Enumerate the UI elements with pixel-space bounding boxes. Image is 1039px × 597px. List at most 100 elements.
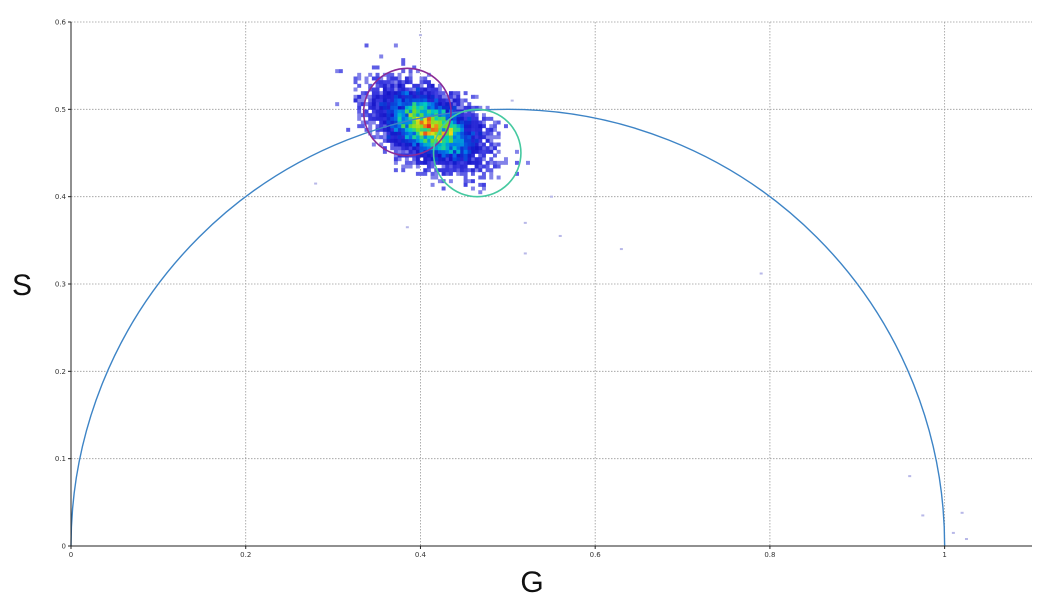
- histogram-bin-64: [514, 149, 519, 154]
- histogram-bin-90: [474, 168, 479, 173]
- histogram-bin-766: [423, 116, 428, 121]
- histogram-bin-387: [456, 102, 461, 107]
- histogram-bin-219: [467, 168, 472, 173]
- histogram-bin-592: [437, 149, 442, 154]
- histogram-bin-184: [481, 146, 486, 151]
- histogram-bin-324: [463, 164, 468, 169]
- histogram-bin-172: [492, 153, 497, 158]
- histogram-bin-400: [390, 91, 395, 96]
- histogram-bin-708: [412, 135, 417, 140]
- histogram-bin-356: [481, 135, 486, 140]
- histogram-bin-310: [463, 105, 468, 110]
- histogram-bin-656: [404, 116, 409, 121]
- histogram-bin-16: [360, 94, 365, 99]
- histogram-bin-671: [437, 142, 442, 147]
- histogram-bin-107: [485, 164, 490, 169]
- histogram-bin-192: [463, 98, 468, 103]
- histogram-bin-567: [467, 116, 472, 121]
- histogram-bin-236: [445, 157, 450, 162]
- histogram-bin-603: [441, 149, 446, 154]
- histogram-bin-386: [456, 98, 461, 103]
- histogram-bin-461: [415, 149, 420, 154]
- histogram-bin-340: [478, 160, 483, 165]
- histogram-bin-771: [448, 131, 453, 136]
- histogram-bin-590: [434, 98, 439, 103]
- histogram-bin-669: [423, 142, 428, 147]
- histogram-bin-8: [379, 76, 384, 81]
- histogram-bin-88: [408, 164, 413, 169]
- histogram-bin-344: [401, 146, 406, 151]
- histogram-bin-247: [434, 91, 439, 96]
- histogram-bin-598: [393, 105, 398, 110]
- histogram-bin-85: [382, 135, 387, 140]
- histogram-bin-46: [371, 142, 376, 147]
- histogram-bin-51: [489, 175, 494, 180]
- histogram-bin-174: [463, 179, 468, 184]
- histogram-bin-475: [437, 153, 442, 158]
- histogram-bin-216: [430, 160, 435, 165]
- histogram-bin-291: [368, 116, 373, 121]
- histogram-bin-248: [448, 171, 453, 176]
- histogram-bin-111: [401, 149, 406, 154]
- histogram-bin-20: [496, 149, 501, 154]
- histogram-bin-207: [514, 171, 519, 176]
- histogram-bin-273: [379, 127, 384, 132]
- histogram-bin-333: [437, 94, 442, 99]
- histogram-bin-165: [470, 105, 475, 110]
- histogram-bin-530: [434, 105, 439, 110]
- histogram-bin-521: [445, 153, 450, 158]
- x-tick-label-2: 0.4: [415, 551, 427, 559]
- histogram-bin-377: [415, 160, 420, 165]
- histogram-bin-280: [481, 124, 486, 129]
- histogram-bin-130: [430, 164, 435, 169]
- histogram-bin-398: [390, 98, 395, 103]
- histogram-bin-549: [463, 135, 468, 140]
- x-tick-label-5: 1: [942, 551, 946, 559]
- histogram-bin-151: [382, 149, 387, 154]
- histogram-bin-480: [397, 83, 402, 88]
- histogram-bin-740: [412, 120, 417, 125]
- histogram-bin-153: [496, 131, 501, 136]
- histogram-bin-469: [393, 138, 398, 143]
- histogram-bin-173: [426, 168, 431, 173]
- histogram-bin-474: [386, 91, 391, 96]
- histogram-bin-223: [463, 113, 468, 118]
- histogram-bin-81: [492, 127, 497, 132]
- histogram-bin-703: [397, 116, 402, 121]
- histogram-bin-50: [419, 76, 424, 81]
- histogram-bin-780: [423, 131, 428, 136]
- histogram-bin-72: [489, 138, 494, 143]
- histogram-bin-222: [375, 102, 380, 107]
- histogram-bin-129: [470, 94, 475, 99]
- histogram-bin-157: [408, 87, 413, 92]
- histogram-bin-753: [419, 124, 424, 129]
- histogram-bin-252: [478, 120, 483, 125]
- histogram-bin-772: [426, 131, 431, 136]
- histogram-bin-382: [474, 157, 479, 162]
- histogram-bin-115: [485, 116, 490, 121]
- histogram-bin-621: [393, 109, 398, 114]
- histogram-bin-254: [375, 87, 380, 92]
- histogram-bin-778: [419, 120, 424, 125]
- histogram-bin-541: [467, 138, 472, 143]
- histogram-bin-748: [445, 124, 450, 129]
- histogram-bin-243: [463, 168, 468, 173]
- histogram-bin-476: [445, 109, 450, 114]
- histogram-bin-189: [401, 58, 406, 63]
- outlier-point-5: [558, 234, 562, 237]
- histogram-bin-206: [401, 69, 406, 74]
- histogram-bin-695: [430, 135, 435, 140]
- histogram-bin-154: [390, 80, 395, 85]
- histogram-bin-39: [393, 43, 398, 48]
- histogram-bin-477: [397, 105, 402, 110]
- histogram-bin-558: [408, 138, 413, 143]
- histogram-bin-677: [419, 102, 424, 107]
- histogram-bin-255: [481, 149, 486, 154]
- histogram-bin-413: [401, 94, 406, 99]
- histogram-bin-719: [441, 138, 446, 143]
- histogram-bin-318: [470, 113, 475, 118]
- histogram-bin-191: [456, 168, 461, 173]
- histogram-bin-496: [393, 131, 398, 136]
- histogram-bin-458: [426, 94, 431, 99]
- histogram-bin-519: [404, 138, 409, 143]
